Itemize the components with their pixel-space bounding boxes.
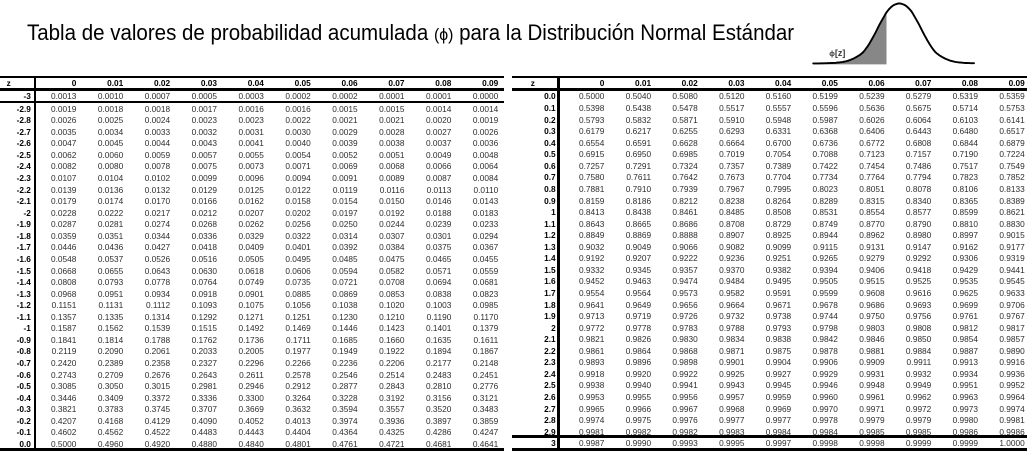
svg-text:ϕ[z]: ϕ[z] — [829, 48, 845, 58]
